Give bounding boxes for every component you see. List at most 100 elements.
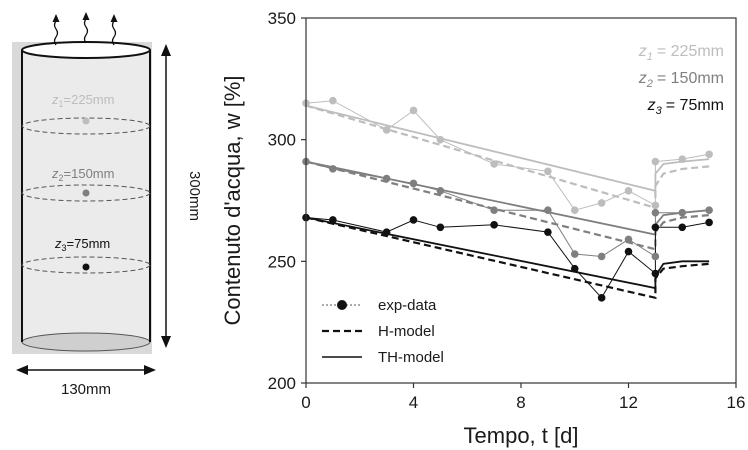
height-label: 300mm xyxy=(186,171,203,221)
exp-point-z2 xyxy=(409,179,418,188)
evaporation-arrow-2 xyxy=(83,18,89,44)
x-tick-label: 8 xyxy=(516,393,525,412)
exp-point-z2 xyxy=(382,174,391,183)
x-axis-ticks: 0 4 8 12 16 xyxy=(301,383,745,412)
sensor-z3 xyxy=(82,263,90,271)
arrow-head-icon xyxy=(161,44,171,56)
cylinder-bottom xyxy=(21,332,151,352)
exp-point-z2 xyxy=(624,235,633,244)
x-tick-label: 16 xyxy=(727,393,746,412)
depth-label-z1: z1=225mm xyxy=(51,92,114,109)
th-model-line-z1 xyxy=(305,104,710,192)
sensor-z1 xyxy=(82,117,90,125)
arrow-head-icon xyxy=(161,336,171,348)
exp-point-z3 xyxy=(382,228,391,236)
evaporation-arrow-3 xyxy=(111,20,117,46)
th-model-line-z3 xyxy=(305,216,710,290)
exp-point-z3 xyxy=(436,223,445,232)
th-model-line-z2 xyxy=(305,160,710,236)
depth-legend-z2: z2 = 150mm xyxy=(638,70,724,90)
exp-point-z1 xyxy=(570,206,579,215)
x-axis-title: Tempo, t [d] xyxy=(464,423,579,448)
exp-point-z3 xyxy=(597,294,606,302)
cylinder-diagram: z1=225mm z2=150mm z3=75mm 300mm 130mm xyxy=(12,12,203,398)
exp-point-z1 xyxy=(490,160,498,168)
legend-label-h-model: H-model xyxy=(378,323,435,340)
plot-lines xyxy=(305,100,710,300)
exp-point-z2 xyxy=(651,208,660,217)
arrow-head-icon xyxy=(52,14,60,22)
exp-point-z3 xyxy=(678,223,687,232)
arrow-head-icon xyxy=(144,365,156,375)
exp-point-z3 xyxy=(651,269,660,278)
exp-point-z3 xyxy=(490,221,498,229)
depth-label-z3: z3=75mm xyxy=(54,236,110,253)
y-axis-ticks: 200 250 300 350 xyxy=(268,9,306,393)
plot-markers xyxy=(302,96,713,302)
x-tick-label: 4 xyxy=(409,393,418,412)
exp-point-z1 xyxy=(382,126,391,134)
h-model-line-z2 xyxy=(305,160,710,251)
h-model-line-z1 xyxy=(305,104,710,210)
y-axis-title: Contenuto d'acqua, w [%] xyxy=(220,75,245,325)
exp-line-z2 xyxy=(305,161,710,258)
legend-item-exp-data: exp-data xyxy=(322,297,437,314)
x-tick-label: 12 xyxy=(619,393,638,412)
y-tick-label: 300 xyxy=(268,131,296,150)
exp-point-z1 xyxy=(705,150,713,159)
exp-point-z3 xyxy=(705,218,713,227)
height-dimension: 300mm xyxy=(161,44,203,348)
depth-legend: z1 = 225mm z2 = 150mm z3 = 75mm xyxy=(638,43,724,117)
h-model-line-z3 xyxy=(305,216,710,300)
legend-label-th-model: TH-model xyxy=(378,349,444,366)
depth-label-z2: z2=150mm xyxy=(51,166,114,183)
depth-legend-z3: z3 = 75mm xyxy=(647,97,724,117)
section-z3 xyxy=(21,256,151,274)
exp-point-z2 xyxy=(570,250,579,258)
section-z2 xyxy=(21,184,151,202)
arrow-head-icon xyxy=(16,365,28,375)
exp-point-z1 xyxy=(624,186,633,195)
y-tick-label: 350 xyxy=(268,9,296,28)
exp-point-z1 xyxy=(651,157,660,166)
legend-label-exp-data: exp-data xyxy=(378,297,437,314)
exp-point-z2 xyxy=(490,206,498,215)
exp-point-z3 xyxy=(544,228,552,236)
legend-item-th-model: TH-model xyxy=(322,349,444,366)
exp-point-z1 xyxy=(651,201,660,210)
sensor-z2 xyxy=(82,189,90,197)
legend-marker-icon xyxy=(337,300,347,310)
y-tick-label: 250 xyxy=(268,252,296,271)
style-legend: exp-data H-model TH-model xyxy=(322,297,444,366)
cylinder-top xyxy=(21,41,151,59)
exp-point-z2 xyxy=(597,252,606,261)
exp-point-z1 xyxy=(544,167,552,176)
width-dimension: 130mm xyxy=(16,365,156,398)
exp-point-z1 xyxy=(409,106,418,115)
exp-point-z2 xyxy=(705,206,713,215)
exp-point-z3 xyxy=(624,247,633,256)
exp-point-z1 xyxy=(329,96,337,105)
arrow-head-icon xyxy=(110,14,118,22)
exp-point-z2 xyxy=(651,252,660,261)
depth-legend-z1: z1 = 225mm xyxy=(638,43,724,63)
evaporation-arrow-1 xyxy=(53,20,59,46)
exp-point-z3 xyxy=(329,216,337,224)
exp-point-z1 xyxy=(436,135,445,144)
width-label: 130mm xyxy=(61,381,111,398)
x-tick-label: 0 xyxy=(301,393,310,412)
exp-point-z1 xyxy=(597,199,606,207)
exp-point-z3 xyxy=(570,264,579,273)
arrow-head-icon xyxy=(82,12,90,20)
legend-item-h-model: H-model xyxy=(322,323,435,340)
evaporation-arrows xyxy=(52,12,118,46)
exp-point-z2 xyxy=(436,186,445,195)
exp-point-z1 xyxy=(678,155,687,163)
exp-point-z2 xyxy=(329,165,337,173)
y-tick-label: 200 xyxy=(268,374,296,393)
exp-line-z3 xyxy=(305,217,710,299)
water-content-chart: 0 4 8 12 16 200 250 300 350 Tempo, t [d] Conten… xyxy=(220,9,745,448)
exp-point-z3 xyxy=(651,223,660,232)
exp-point-z2 xyxy=(544,206,552,215)
